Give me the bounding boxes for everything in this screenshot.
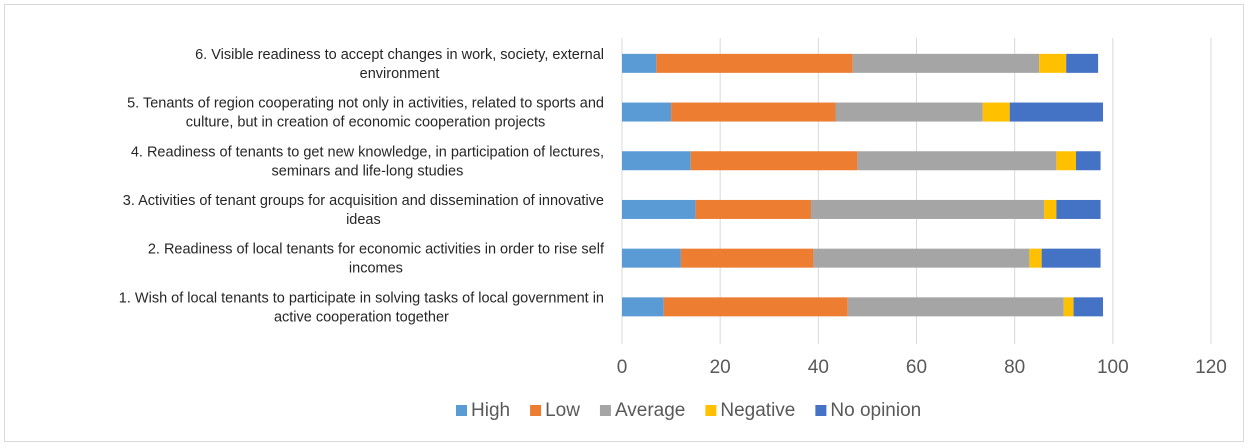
bar-low-cat-3 [695,199,811,219]
category-labels: 1. Wish of local tenants to participate … [119,47,605,326]
bar-negative-cat-6 [1039,53,1067,73]
x-tick-label: 100 [1097,357,1129,378]
category-label: 4. Readiness of tenants to get new knowl… [131,144,604,160]
bar-negative-cat-5 [982,102,1010,122]
category-label: seminars and life-long studies [272,163,464,179]
x-tick-labels: 0 20 40 60 80 100 120 [617,357,1227,378]
legend-label-high: High [471,400,510,421]
bar-low-cat-2 [680,248,814,268]
legend-swatch-negative [705,405,717,416]
bar-high-cat-5 [622,102,672,122]
legend-swatch-no-opinion [815,405,827,416]
legend-swatch-low [530,405,542,416]
x-tick-label: 80 [1004,357,1025,378]
category-label: incomes [349,261,403,277]
x-tick-label: 20 [710,357,731,378]
category-label: 1. Wish of local tenants to participate … [119,290,604,306]
bar-average-cat-3 [810,199,1045,219]
legend-label-negative: Negative [720,400,795,421]
category-label: culture, but in creation of economic coo… [186,115,545,131]
bar-no-opinion-cat-4 [1076,151,1101,171]
bar-no-opinion-cat-6 [1066,53,1099,73]
bar-high-cat-6 [622,53,657,73]
bar-negative-cat-3 [1044,199,1057,219]
x-tick-label: 40 [808,357,829,378]
bar-high-cat-3 [622,199,696,219]
bar-low-cat-1 [663,297,848,317]
category-label: 5. Tenants of region cooperating not onl… [127,96,604,112]
bar-high-cat-1 [622,297,664,317]
x-tick-label: 120 [1195,357,1227,378]
category-label: 2. Readiness of local tenants for econom… [148,242,605,258]
bar-no-opinion-cat-3 [1056,199,1101,219]
bar-high-cat-4 [622,151,691,171]
bar-no-opinion-cat-5 [1009,102,1104,122]
legend-swatch-average [599,405,611,416]
bar-low-cat-5 [671,102,836,122]
chart-frame [4,4,1244,442]
bar-negative-cat-2 [1029,248,1042,268]
legend-label-average: Average [615,400,685,421]
category-label: active cooperation together [274,309,449,325]
bar-average-cat-6 [852,53,1040,73]
bar-negative-cat-4 [1056,151,1077,171]
category-label: environment [360,66,440,82]
bar-no-opinion-cat-1 [1073,297,1104,317]
legend-label-low: Low [545,400,580,421]
x-tick-label: 60 [906,357,927,378]
category-label: 3. Activities of tenant groups for acqui… [123,193,604,209]
bar-no-opinion-cat-2 [1041,248,1101,268]
bar-high-cat-2 [622,248,681,268]
category-label: 6. Visible readiness to accept changes i… [195,47,604,63]
legend-swatch-high [456,405,467,416]
bar-low-cat-4 [690,151,858,171]
bar-average-cat-5 [835,102,983,122]
bar-average-cat-1 [847,297,1064,317]
bar-average-cat-4 [857,151,1057,171]
bar-negative-cat-1 [1063,297,1074,317]
legend-label-no-opinion: No opinion [830,400,921,421]
bars [622,53,1104,317]
bar-average-cat-2 [813,248,1030,268]
bar-low-cat-6 [656,53,853,73]
category-label: ideas [346,212,381,228]
gridlines [621,38,1212,344]
legend: High Low Average Negative No opinion [456,400,921,421]
x-tick-label: 0 [617,357,628,378]
